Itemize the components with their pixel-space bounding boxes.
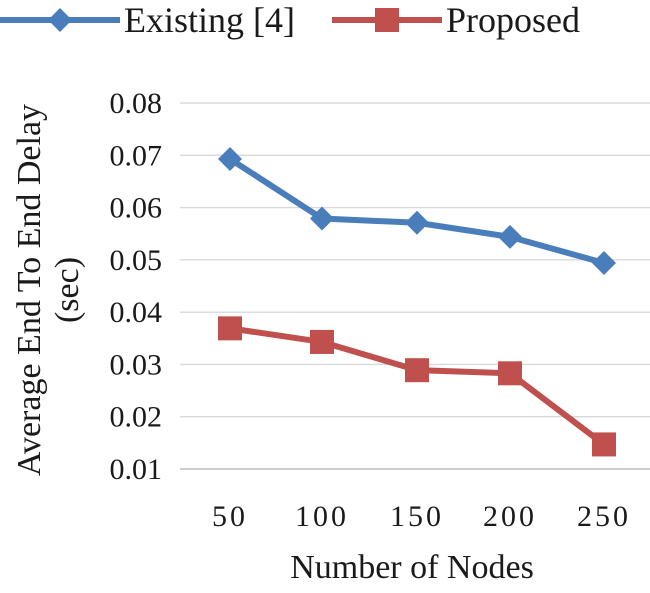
data-point [498, 224, 522, 249]
y-tick-label: 0.05 [110, 244, 163, 277]
data-point [310, 329, 334, 354]
series-1 [218, 146, 616, 275]
data-point [405, 358, 429, 383]
data-point [405, 210, 429, 235]
series-2 [218, 316, 616, 457]
x-axis-ticks: 50 100 150 200 250 [212, 500, 631, 533]
gridlines [180, 102, 650, 470]
x-tick-label: 50 [212, 500, 248, 533]
data-point [592, 250, 616, 275]
legend-marker [48, 8, 72, 32]
legend-marker [375, 8, 399, 32]
legend-item-1: Existing [4] [0, 0, 295, 40]
x-tick-label: 200 [483, 500, 537, 533]
y-tick-label: 0.03 [110, 348, 163, 381]
x-tick-label: 100 [295, 500, 349, 533]
legend-label: Proposed [446, 0, 580, 40]
y-axis-title-line-2: (sec) [49, 257, 86, 323]
y-tick-label: 0.06 [110, 192, 163, 225]
legend-item-2: Proposed [332, 0, 580, 40]
y-tick-label: 0.01 [110, 453, 163, 486]
series-line [229, 325, 606, 447]
y-tick-label: 0.07 [110, 139, 163, 172]
data-point [498, 361, 522, 386]
data-point [218, 146, 242, 171]
data-point [218, 316, 242, 341]
legend: Existing [4] Proposed [0, 0, 580, 40]
legend-label: Existing [4] [124, 0, 295, 40]
y-tick-label: 0.04 [110, 296, 163, 329]
y-tick-label: 0.08 [110, 87, 163, 120]
y-tick-label: 0.02 [110, 401, 163, 434]
x-tick-label: 150 [390, 500, 444, 533]
data-point [310, 206, 334, 231]
y-axis-title-line-1: Average End To End Delay [11, 104, 48, 476]
x-tick-label: 250 [577, 500, 631, 533]
series-group [218, 146, 616, 457]
data-point [592, 432, 616, 457]
y-axis-title: Average End To End Delay (sec) [11, 104, 86, 476]
y-axis-ticks: 0.01 0.02 0.03 0.04 0.05 0.06 0.07 0.08 [110, 87, 163, 486]
x-axis-title: Number of Nodes [290, 549, 534, 586]
